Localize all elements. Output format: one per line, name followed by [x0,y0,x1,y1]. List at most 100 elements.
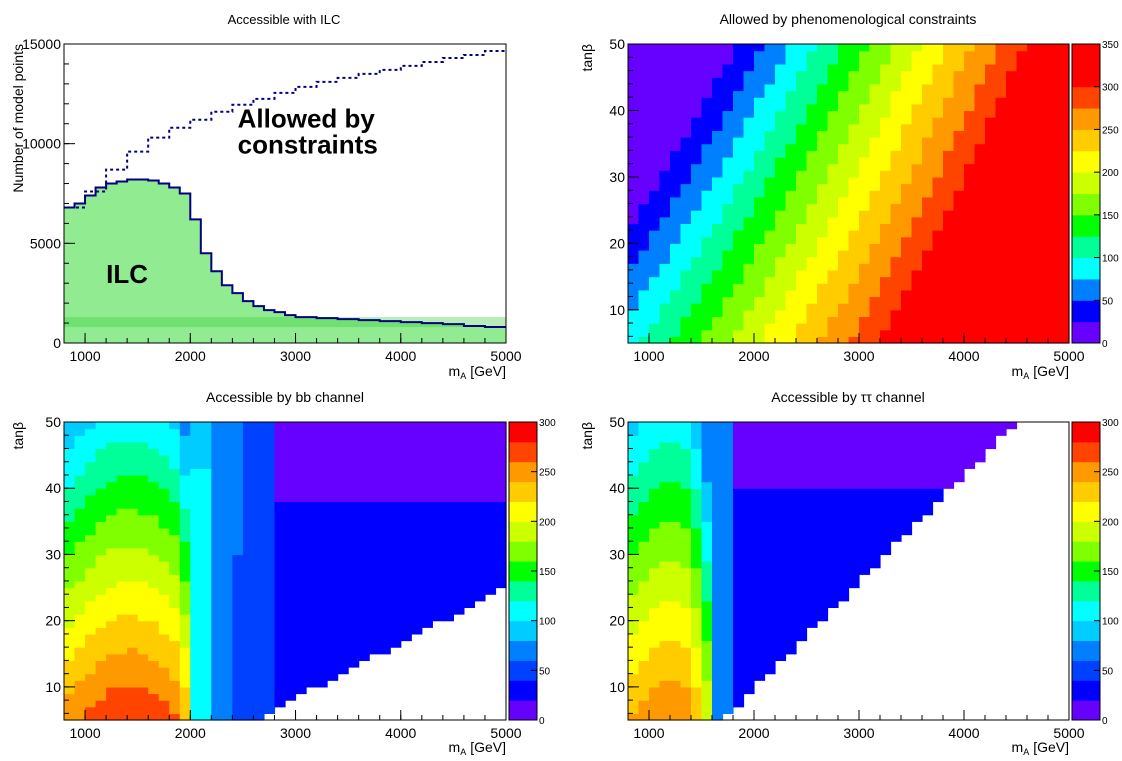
heatmap-cell [285,428,297,436]
heatmap-cell [495,435,507,443]
heatmap-cell [712,468,724,476]
heatmap-cell [232,461,244,469]
heatmap-cell [806,534,818,542]
heatmap-cell [95,494,107,503]
heatmap-cell [712,653,724,661]
heatmap-cell [869,514,881,522]
heatmap-cell [649,77,661,85]
heatmap-cell [764,494,776,503]
heatmap-cell [764,474,776,483]
heatmap-cell [901,303,913,311]
heatmap-cell [221,700,233,708]
heatmap-cell [306,600,318,609]
heatmap-cell [432,435,444,443]
heatmap-cell [722,514,734,522]
heatmap-cell [785,448,797,456]
heatmap-cell [306,547,318,556]
heatmap-cell [148,494,160,503]
heatmap-cell [306,514,318,522]
heatmap-cell [754,587,766,595]
heatmap-cell [733,554,745,562]
heatmap-cell [200,488,212,496]
heatmap-cell [116,474,128,483]
colorbar-segment [1072,481,1100,502]
heatmap-cell [106,574,118,582]
heatmap-cell [943,323,955,331]
heatmap-cell [680,527,692,536]
heatmap-cell [817,70,829,78]
heatmap-cell [796,269,808,278]
heatmap-cell [712,686,724,695]
heatmap-cell [306,653,318,661]
heatmap-cell [922,481,934,489]
heatmap-cell [116,547,128,556]
heatmap-cell [200,541,212,549]
heatmap-cell [859,176,871,185]
heatmap-cell [1027,216,1039,224]
heatmap-cell [64,600,76,609]
heatmap-cell [796,614,808,622]
heatmap-cell [295,594,307,602]
x-tick-label: 4000 [385,725,416,741]
heatmap-cell [806,468,818,476]
heatmap-cell [974,150,986,158]
heatmap-cell [743,196,755,205]
heatmap-cell [263,501,276,509]
heatmap-cell [148,468,160,476]
heatmap-cell [775,203,787,211]
heatmap-cell [106,547,118,556]
heatmap-cell [1016,123,1028,131]
heatmap-cell [1048,137,1060,145]
heatmap-cell [901,508,913,516]
heatmap-cell [638,336,650,344]
heatmap-cell [680,713,692,721]
heatmap-cell [148,680,160,688]
heatmap-cell [775,488,787,496]
heatmap-cell [190,541,202,549]
heatmap-cell [838,422,850,430]
heatmap-cell [659,150,671,158]
heatmap-cell [701,110,713,118]
heatmap-cell [638,547,650,556]
heatmap-cell [964,90,976,98]
heatmap-cell [379,441,391,450]
heatmap-cell [221,607,233,615]
heatmap-cell [137,488,149,496]
heatmap-cell [806,156,818,165]
heatmap-cell [922,508,934,516]
heatmap-cell [649,514,661,522]
heatmap-cell [743,455,755,463]
heatmap-cell [295,514,307,522]
heatmap-cell [274,468,286,476]
heatmap-cell [137,508,149,516]
heatmap-cell [722,83,734,92]
heatmap-cell [869,57,881,65]
heatmap-cell [911,309,923,318]
heatmap-cell [754,70,766,78]
heatmap-cell [169,461,181,469]
heatmap-cell [158,620,170,628]
heatmap-cell [859,163,871,171]
heatmap-cell [869,44,881,52]
heatmap-cell [253,508,265,516]
heatmap-cell [764,130,776,138]
heatmap-cell [953,316,965,324]
colorbar-segment [1072,600,1100,622]
heatmap-cell [649,289,661,298]
heatmap-cell [848,488,860,496]
heatmap-cell [190,428,202,436]
heatmap-cell [890,130,902,138]
heatmap-cell [1037,203,1049,211]
heatmap-cell [712,117,724,125]
heatmap-cell [106,508,118,516]
heatmap-cell [1016,150,1028,158]
heatmap-cell [670,163,682,171]
heatmap-cell [901,63,913,72]
heatmap-cell [232,673,244,681]
heatmap-cell [274,422,286,430]
heatmap-cell [390,468,402,476]
heatmap-cell [263,488,276,496]
heatmap-cell [116,607,128,615]
heatmap-cell [670,57,682,65]
heatmap-cell [638,210,650,218]
